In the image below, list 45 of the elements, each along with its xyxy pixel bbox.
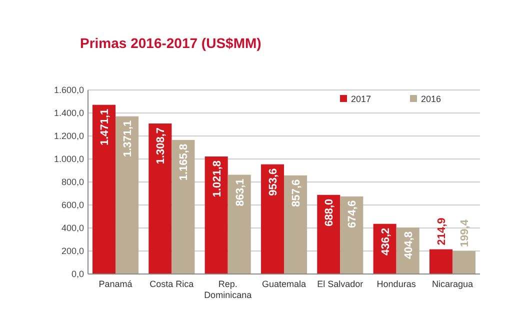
bar bbox=[92, 104, 116, 274]
x-tick-label: Guatemala bbox=[262, 279, 306, 289]
data-label: 1.021,8 bbox=[211, 160, 224, 198]
x-tick-label: Costa Rica bbox=[150, 279, 194, 289]
x-tick-label: Honduras bbox=[376, 279, 416, 289]
y-tick-label: 0,0 bbox=[71, 268, 84, 279]
y-tick-label: 600,0 bbox=[61, 200, 84, 210]
y-tick-label: 400,0 bbox=[61, 222, 84, 233]
bar bbox=[452, 251, 476, 274]
bar bbox=[148, 124, 172, 274]
y-tick-label: 1.200,0 bbox=[54, 130, 84, 141]
bar bbox=[116, 116, 139, 274]
data-label: 674,6 bbox=[346, 200, 359, 228]
data-label: 688,0 bbox=[324, 198, 336, 226]
data-label: 199,4 bbox=[458, 218, 471, 248]
bar bbox=[317, 194, 340, 274]
data-label: 1.308,7 bbox=[155, 128, 168, 164]
data-label: 214,9 bbox=[436, 218, 448, 246]
data-label: 863,1 bbox=[234, 178, 246, 206]
legend-label: 2017 bbox=[351, 94, 372, 104]
bar bbox=[260, 164, 284, 274]
x-tick-label: Nicaragua bbox=[432, 279, 473, 289]
y-tick-label: 200,0 bbox=[61, 246, 84, 256]
chart-title: Primas 2016-2017 (US$MM) bbox=[80, 35, 262, 51]
x-tick-label: El Salvador bbox=[317, 279, 364, 289]
y-tick-label: 1.400,0 bbox=[54, 108, 84, 118]
data-label: 1.471,1 bbox=[99, 108, 112, 146]
data-label: 953,6 bbox=[267, 168, 280, 196]
bar bbox=[172, 140, 195, 274]
bar bbox=[429, 249, 452, 274]
y-tick-label: 1.600,0 bbox=[54, 84, 84, 95]
y-tick-label: 1.000,0 bbox=[54, 154, 84, 164]
data-label: 1.371,1 bbox=[122, 120, 134, 158]
data-label: 1.165,8 bbox=[178, 144, 190, 181]
x-tick-label: Panamá bbox=[98, 279, 132, 289]
bar bbox=[284, 175, 308, 274]
bar bbox=[340, 196, 364, 274]
bar bbox=[204, 156, 228, 274]
y-tick-label: 800,0 bbox=[61, 176, 84, 187]
legend-label: 2016 bbox=[421, 94, 442, 104]
data-label: 857,6 bbox=[290, 179, 303, 207]
bar bbox=[228, 174, 251, 274]
data-label: 436,2 bbox=[380, 228, 392, 256]
x-tick-label: Rep. Dominicana bbox=[204, 279, 252, 300]
data-label: 404,8 bbox=[402, 231, 415, 259]
